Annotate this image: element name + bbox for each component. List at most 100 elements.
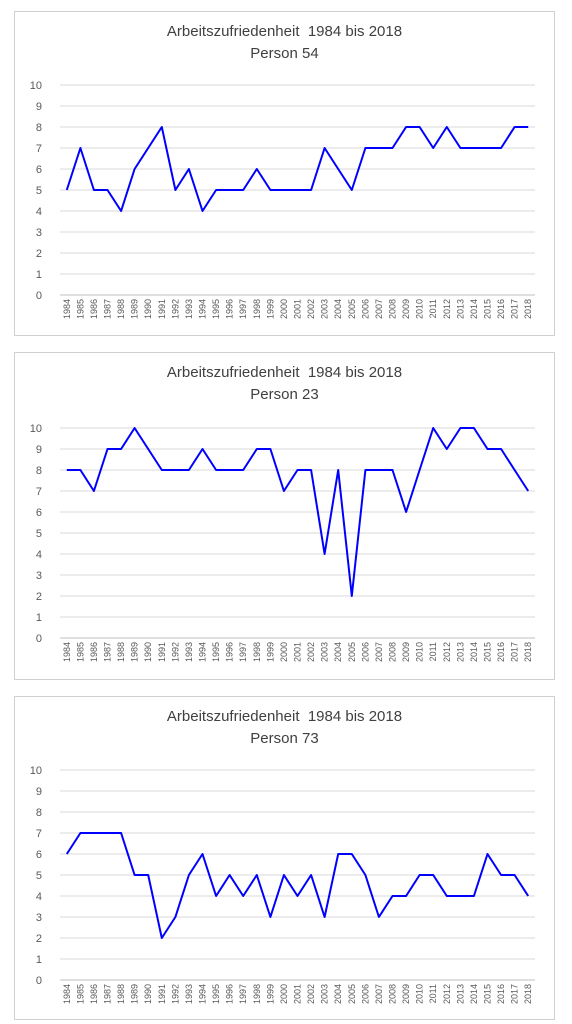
data-point: [134, 427, 136, 429]
x-tick-label: 2010: [415, 642, 425, 662]
data-point: [297, 895, 299, 897]
series-line: [65, 832, 530, 939]
x-tick-label: 1993: [184, 984, 194, 1004]
data-point: [269, 189, 271, 191]
x-tick-label: 2008: [388, 299, 398, 319]
y-tick-label: 1: [36, 954, 42, 966]
x-tick-label: 1990: [143, 642, 153, 662]
x-tick-label: 2018: [523, 984, 533, 1004]
x-tick-label: 1995: [211, 642, 221, 662]
x-tick-label: 1991: [157, 642, 167, 662]
x-tick-label: 2018: [523, 642, 533, 662]
x-tick-label: 2001: [293, 299, 303, 319]
data-point: [351, 189, 353, 191]
y-tick-label: 5: [36, 528, 42, 540]
data-point: [337, 168, 339, 170]
data-point: [93, 832, 95, 834]
x-tick-label: 2017: [510, 984, 520, 1004]
data-point: [215, 895, 217, 897]
x-tick-label: 1986: [89, 984, 99, 1004]
x-tick-label: 1985: [75, 984, 85, 1004]
y-tick-label: 0: [36, 975, 42, 987]
x-tick-label: 2007: [374, 984, 384, 1004]
data-point: [174, 189, 176, 191]
data-point: [432, 147, 434, 149]
data-point: [66, 853, 68, 855]
x-tick-label: 1989: [130, 642, 140, 662]
x-tick-label: 1986: [89, 642, 99, 662]
data-point: [500, 147, 502, 149]
x-tick-label: 1994: [198, 642, 208, 662]
x-tick-label: 2004: [333, 642, 343, 662]
data-point: [337, 853, 339, 855]
data-point: [473, 427, 475, 429]
y-tick-label: 5: [36, 870, 42, 882]
x-tick-label: 1993: [184, 642, 194, 662]
data-point: [256, 448, 258, 450]
data-point: [215, 469, 217, 471]
data-point: [66, 189, 68, 191]
x-tick-label: 2018: [523, 299, 533, 319]
x-tick-label: 2017: [510, 299, 520, 319]
y-tick-label: 2: [36, 933, 42, 945]
data-point: [269, 448, 271, 450]
y-tick-label: 7: [36, 828, 42, 840]
x-tick-label: 2008: [388, 984, 398, 1004]
data-point: [215, 189, 217, 191]
data-point: [134, 168, 136, 170]
x-tick-label: 2013: [455, 984, 465, 1004]
y-tick-label: 6: [36, 507, 42, 519]
x-tick-label: 2008: [388, 642, 398, 662]
data-point: [459, 147, 461, 149]
x-tick-label: 2016: [496, 299, 506, 319]
x-tick-label: 2007: [374, 299, 384, 319]
data-point: [446, 895, 448, 897]
x-tick-label: 1987: [103, 642, 113, 662]
y-tick-label: 6: [36, 849, 42, 861]
x-tick-label: 1998: [252, 642, 262, 662]
data-point: [527, 490, 529, 492]
x-tick-label: 2011: [428, 984, 438, 1003]
x-tick-label: 1989: [130, 299, 140, 319]
data-point: [351, 595, 353, 597]
data-point: [202, 210, 204, 212]
x-tick-label: 1996: [225, 984, 235, 1004]
x-tick-label: 2006: [360, 984, 370, 1004]
y-tick-label: 1: [36, 269, 42, 281]
x-tick-label: 2001: [293, 642, 303, 662]
data-point: [79, 469, 81, 471]
data-point: [459, 427, 461, 429]
chart-title: Arbeitszufriedenheit 1984 bis 2018: [166, 23, 403, 40]
x-tick-label: 2014: [469, 984, 479, 1004]
x-tick-label: 2000: [279, 642, 289, 662]
chart-panel-person-73: Arbeitszufriedenheit 1984 bis 2018 Perso…: [14, 696, 555, 1020]
data-point: [174, 469, 176, 471]
y-tick-label: 8: [36, 465, 42, 477]
data-point: [419, 874, 421, 876]
data-point: [405, 895, 407, 897]
y-tick-label: 2: [36, 591, 42, 603]
data-point: [324, 553, 326, 555]
data-point: [419, 469, 421, 471]
data-point: [79, 147, 81, 149]
y-tick-label: 8: [36, 807, 42, 819]
x-tick-label: 1990: [143, 299, 153, 319]
y-tick-label: 6: [36, 164, 42, 176]
data-point: [310, 469, 312, 471]
x-tick-label: 1987: [103, 984, 113, 1004]
y-tick-label: 3: [36, 227, 42, 239]
x-tick-label: 2009: [401, 984, 411, 1004]
data-point: [120, 448, 122, 450]
chart-subtitle: Person 73: [250, 730, 319, 747]
y-tick-label: 7: [36, 143, 42, 155]
data-point: [242, 189, 244, 191]
data-point: [188, 168, 190, 170]
x-tick-label: 2015: [483, 642, 493, 662]
data-point: [107, 448, 109, 450]
data-point: [242, 895, 244, 897]
x-tick-label: 1992: [170, 984, 180, 1004]
data-point: [392, 895, 394, 897]
data-point: [229, 874, 231, 876]
x-tick-label: 2017: [510, 642, 520, 662]
data-point: [446, 448, 448, 450]
